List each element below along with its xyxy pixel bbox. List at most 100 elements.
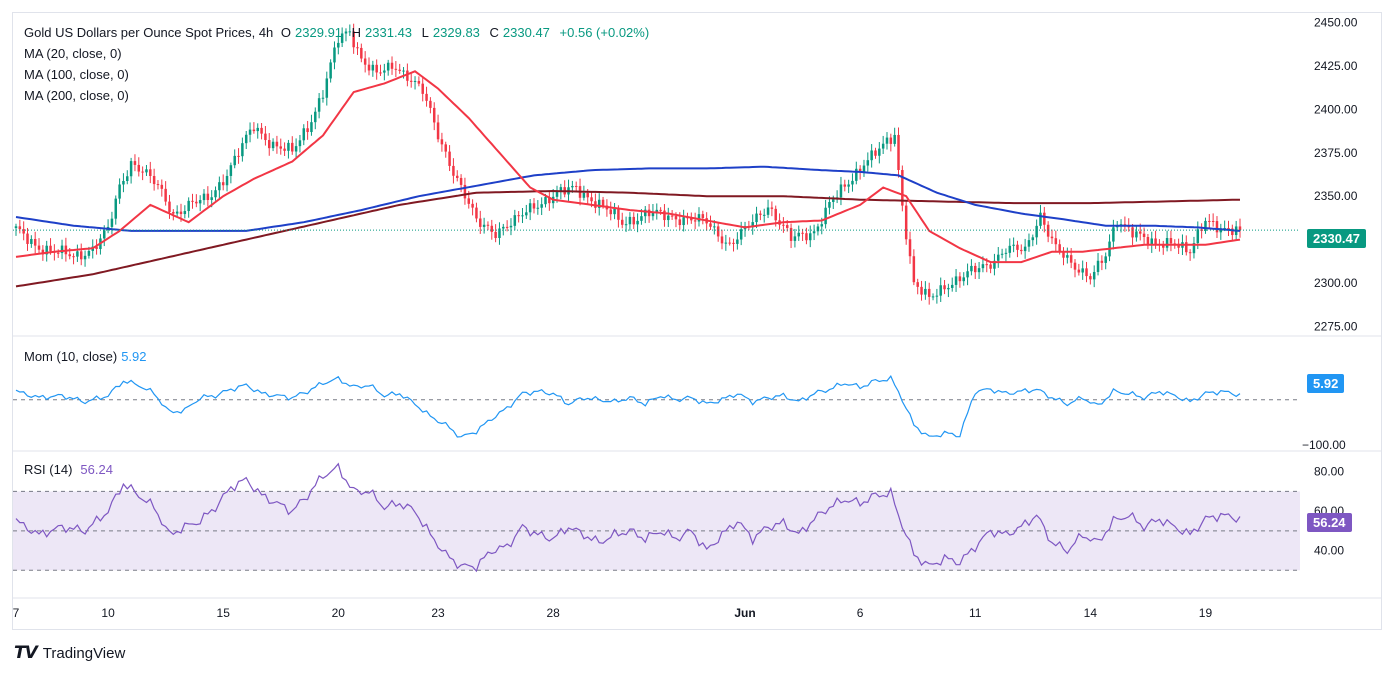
candle <box>881 143 885 149</box>
candle <box>571 185 574 188</box>
time-axis-label: 10 <box>101 606 115 620</box>
candle <box>14 226 18 229</box>
time-axis-label: 11 <box>969 606 982 620</box>
candle <box>667 215 670 221</box>
candle <box>670 215 674 217</box>
candle <box>498 228 501 239</box>
candle <box>1058 244 1061 252</box>
low-label: L <box>421 25 429 40</box>
candle <box>889 137 893 144</box>
candle <box>56 252 60 254</box>
candle <box>751 222 754 228</box>
candle <box>770 207 774 209</box>
candle <box>789 227 793 241</box>
open-label: O <box>280 25 292 40</box>
candle <box>321 97 325 99</box>
candle <box>475 207 478 219</box>
ma20-legend[interactable]: MA (20, close, 0) <box>24 46 122 61</box>
candle <box>624 224 628 226</box>
candle <box>490 225 494 232</box>
candle <box>509 225 513 228</box>
rsi-tick-label: 40.00 <box>1314 544 1344 558</box>
candle <box>425 93 428 101</box>
candle <box>267 140 271 149</box>
candle <box>966 271 969 278</box>
candle <box>244 134 248 144</box>
tradingview-logo-icon: 𝙏𝙑 <box>14 643 38 662</box>
candle <box>574 185 578 187</box>
candle <box>716 226 720 237</box>
candle <box>989 264 992 269</box>
candle <box>394 68 398 70</box>
candle <box>655 209 659 212</box>
candle <box>908 239 912 257</box>
candle <box>1131 227 1134 238</box>
candle <box>528 203 532 213</box>
candle <box>693 220 697 222</box>
candle <box>1046 224 1050 237</box>
candle <box>785 225 789 228</box>
candle <box>83 255 87 260</box>
candle <box>1223 228 1226 230</box>
candle <box>1146 236 1150 246</box>
candle <box>379 72 382 74</box>
tradingview-logo[interactable]: 𝙏𝙑 TradingView <box>14 643 125 663</box>
candle <box>793 236 797 241</box>
candle <box>298 140 302 147</box>
candle <box>68 254 71 257</box>
candle <box>337 42 340 48</box>
candle <box>709 223 712 227</box>
ma200-legend[interactable]: MA (200, close, 0) <box>24 88 129 103</box>
candle <box>1000 253 1004 255</box>
candle <box>283 148 286 151</box>
rsi-legend[interactable]: RSI (14) 56.24 <box>24 462 117 477</box>
candle <box>950 284 954 288</box>
momentum-line <box>15 374 1241 438</box>
candle <box>962 277 965 282</box>
candle <box>1162 245 1165 248</box>
rsi-legend-value: 56.24 <box>80 462 113 477</box>
candle <box>674 216 678 220</box>
time-axis-label: 19 <box>1199 606 1213 620</box>
candle <box>644 209 647 217</box>
candle <box>505 226 509 228</box>
candle <box>651 211 655 217</box>
candle <box>79 251 83 260</box>
candle <box>76 251 79 257</box>
candle <box>1135 231 1138 238</box>
candle <box>241 143 244 157</box>
candle <box>302 128 306 141</box>
mom-legend[interactable]: Mom (10, close) 5.92 <box>24 349 151 364</box>
candle <box>95 246 98 249</box>
candle <box>1219 228 1223 233</box>
candle <box>1208 220 1211 222</box>
candle <box>981 264 985 269</box>
candle <box>463 184 467 199</box>
candle <box>452 165 455 176</box>
ma200-line <box>15 189 1241 288</box>
candle <box>1192 243 1196 254</box>
candle <box>406 70 409 81</box>
candle <box>129 161 133 177</box>
time-axis-label: 6 <box>857 606 864 620</box>
candle <box>728 242 731 244</box>
candle <box>525 212 528 216</box>
candle <box>1008 245 1012 253</box>
ma20-line <box>15 70 1241 264</box>
candle <box>809 233 812 241</box>
candle <box>513 215 517 226</box>
candle <box>398 69 401 71</box>
candle <box>18 226 22 230</box>
candle <box>943 285 946 290</box>
candle <box>931 296 935 298</box>
time-axis-label: 7 <box>13 606 20 620</box>
rsi-label-box: 56.24 <box>1307 513 1352 532</box>
candle <box>632 216 636 225</box>
candle <box>256 127 259 132</box>
candle <box>893 134 896 144</box>
ma100-legend[interactable]: MA (100, close, 0) <box>24 67 129 82</box>
candle <box>1154 238 1157 245</box>
candle <box>916 282 919 287</box>
candle <box>1050 236 1054 239</box>
